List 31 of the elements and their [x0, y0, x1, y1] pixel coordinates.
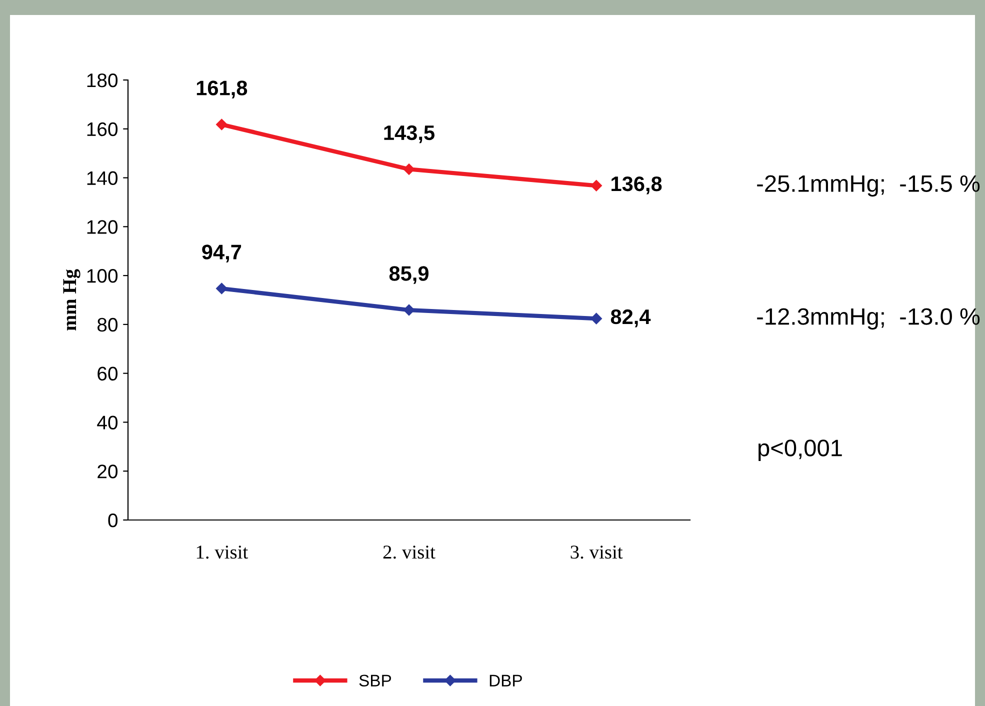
y-tick-label: 60 — [98, 366, 118, 381]
data-label: 136,8 — [612, 176, 662, 194]
text: -25.1mmHg; -15.5 % — [757, 175, 980, 197]
data-label: 161,8 — [196, 80, 248, 98]
legend-label: SBP — [359, 674, 391, 687]
point — [590, 180, 602, 192]
y-axis-title: mm Hg — [63, 269, 80, 331]
x-tick-label: 3. visit — [570, 546, 623, 559]
point — [403, 164, 415, 175]
point — [216, 118, 228, 130]
legend-label: DBP — [490, 674, 522, 686]
data-label: 85,9 — [389, 266, 429, 284]
y-tick-label: 20 — [98, 464, 118, 478]
point — [403, 304, 415, 316]
y-tick-label: 120 — [87, 220, 118, 234]
point — [590, 312, 602, 324]
y-tick-label: 0 — [108, 513, 118, 528]
y-tick-label: 40 — [97, 416, 118, 430]
point — [216, 282, 228, 294]
text: -12.3mmHg; -13.0 % — [757, 308, 980, 330]
data-label: 82,4 — [610, 309, 651, 328]
text: p<0,001 — [758, 440, 842, 462]
y-tick-label: 140 — [87, 171, 118, 186]
x-tick-label: 1. visit — [196, 546, 248, 559]
y-tick-label: 100 — [87, 269, 118, 283]
data-label: 143,5 — [384, 125, 434, 144]
y-tick-label: 160 — [87, 122, 118, 136]
y-tick-label: 80 — [97, 318, 118, 332]
y-tick-label: 180 — [87, 73, 118, 88]
x-tick-label: 2. visit — [383, 546, 436, 559]
data-label: 94,7 — [202, 244, 242, 262]
